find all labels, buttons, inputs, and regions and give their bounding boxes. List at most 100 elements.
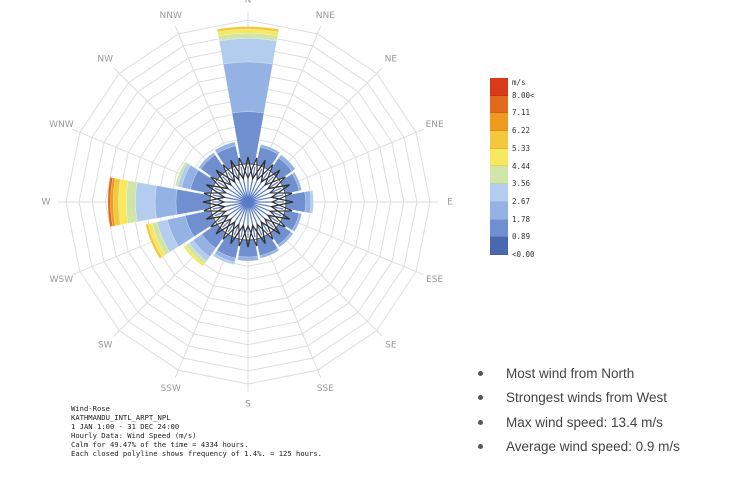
hub-spoke — [247, 168, 263, 203]
hub-spoke — [212, 201, 249, 210]
direction-label: SSW — [161, 384, 181, 394]
hub-spoke — [247, 201, 269, 233]
wind-bar-segment — [214, 141, 236, 154]
legend-swatch — [490, 131, 508, 149]
legend-label: 3.56 — [512, 179, 531, 189]
hub-spoke — [247, 201, 256, 238]
grid-spoke — [174, 26, 234, 168]
legend-color-bar — [490, 78, 508, 255]
bullet-text: Average wind speed: 0.9 m/s — [506, 439, 680, 455]
hub-spoke — [247, 201, 279, 223]
info-calm: Calm for 49.47% of the time = 4334 hours… — [71, 440, 249, 449]
grid-spoke — [282, 216, 424, 276]
hub-spoke — [247, 181, 279, 203]
hub-spoke — [227, 201, 249, 233]
hub-spoke — [214, 187, 249, 203]
hub-spoke — [222, 201, 249, 228]
legend-swatch — [490, 201, 508, 220]
info-title: Wind-Rose — [71, 404, 110, 413]
legend-swatch — [490, 237, 508, 255]
info-polyline: Each closed polyline shows frequency of … — [71, 449, 322, 458]
grid-spoke — [262, 26, 322, 168]
wind-bar-segment — [192, 233, 217, 258]
wind-bar-segment — [213, 253, 236, 265]
grid-spoke — [282, 128, 424, 188]
wind-bar-segment — [118, 178, 129, 226]
direction-label: SE — [385, 340, 397, 350]
grid-spoke — [274, 228, 383, 337]
legend-label: 8.00< — [512, 90, 535, 100]
direction-labels: N NNE NE ENE E ESE SE SSE S SSW SW WSW W WNW NW NNW — [42, 0, 454, 410]
legend-label: 6.22 — [512, 126, 531, 136]
bullet-text: Max wind speed: 13.4 m/s — [506, 414, 663, 430]
direction-label: N — [245, 0, 252, 6]
legend-swatch — [490, 166, 508, 185]
wind-bar-segment — [107, 177, 113, 227]
hub-spoke — [247, 187, 282, 203]
wind-bar-segment — [291, 171, 303, 192]
grid-spoke — [113, 67, 222, 176]
legend-label: 0.89 — [512, 232, 531, 242]
chart-info-block: Wind-Rose KATHMANDU_INTL_ARPT_NPL 1 JAN … — [71, 404, 322, 458]
wind-bar-segment — [277, 231, 294, 248]
direction-label: NW — [97, 55, 113, 65]
wind-bar-segment — [291, 212, 303, 233]
grid-spoke — [274, 67, 383, 176]
direction-label: W — [42, 198, 51, 208]
hub-spoke — [247, 171, 269, 203]
legend-unit: m/s — [512, 78, 526, 87]
legend-label: 4.44 — [512, 161, 531, 171]
hub-spoke — [222, 176, 249, 203]
wind-bar-segment — [112, 177, 121, 227]
hub-spoke — [233, 201, 249, 236]
wind-bar-segment — [218, 38, 278, 65]
hub-spoke — [247, 194, 284, 203]
direction-label: E — [447, 198, 453, 208]
hub-spoke — [217, 181, 249, 203]
summary-bullets: Most wind from North Strongest winds fro… — [478, 361, 680, 459]
wind-bar-segment — [223, 61, 273, 114]
wind-bar-segment — [198, 152, 216, 170]
bullet-text: Strongest winds from West — [506, 390, 668, 406]
legend-swatch — [490, 219, 508, 238]
wind-bar-segment — [185, 242, 208, 265]
hub-spoke — [247, 176, 274, 203]
direction-label: NE — [385, 55, 398, 65]
wind-bar-segment — [167, 215, 195, 247]
direction-label: NNE — [316, 11, 335, 21]
hub-spoke — [247, 201, 282, 217]
wind-bar-segment — [174, 161, 188, 187]
hub-spoke — [247, 201, 284, 210]
legend-swatch — [490, 148, 508, 167]
grid-spoke — [262, 236, 322, 378]
bullet-item: Average wind speed: 0.9 m/s — [478, 435, 680, 460]
hub-spoke — [240, 201, 249, 238]
legend-label: 7.11 — [512, 108, 531, 118]
wind-bar-segment — [154, 185, 178, 219]
wind-bar-segment — [278, 154, 296, 172]
legend-label: 5.33 — [512, 143, 531, 153]
bullet-item: Most wind from North — [478, 361, 680, 386]
wind-bar-segment — [216, 26, 280, 33]
hub-spoke — [217, 201, 249, 223]
wind-bar-segment — [145, 223, 163, 259]
info-station: KATHMANDU_INTL_ARPT_NPL — [71, 413, 171, 422]
wind-bar-segment — [259, 247, 280, 259]
wind-bar-segment — [151, 221, 171, 256]
legend-swatch — [490, 184, 508, 202]
wind-bar-segment — [135, 181, 157, 223]
legend-swatch — [490, 95, 508, 114]
direction-label: NNW — [160, 11, 182, 21]
direction-label: ESE — [426, 275, 443, 285]
info-data-type: Hourly Data: Wind Speed (m/s) — [71, 431, 197, 440]
wind-bar-segment — [183, 245, 205, 267]
hub-spoke — [212, 194, 249, 203]
wind-bar-segment — [156, 219, 179, 253]
hub-spoke — [247, 166, 256, 203]
wind-bar-segment — [126, 180, 138, 224]
legend-label: 1.78 — [512, 214, 531, 224]
direction-label: WSW — [50, 275, 74, 285]
legend-swatch — [490, 78, 508, 96]
bullet-dot-icon — [478, 395, 483, 401]
